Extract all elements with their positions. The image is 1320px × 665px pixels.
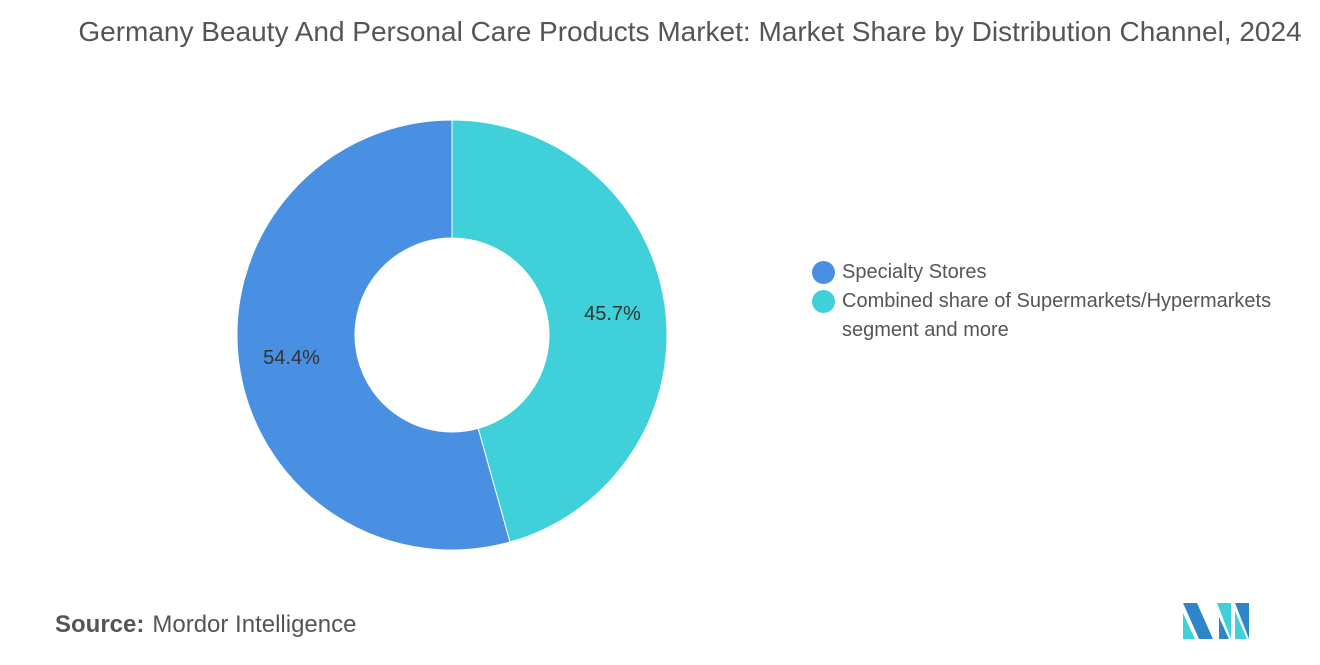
legend-marker	[812, 261, 835, 284]
data-label-1: 54.4%	[263, 347, 320, 369]
mordor-intelligence-logo	[1183, 603, 1249, 639]
source-label: Source:	[55, 611, 145, 638]
legend-item-supermarkets: Combined share of Supermarkets/Hypermark…	[812, 287, 1282, 345]
slice-0	[451, 119, 668, 543]
legend-label: Specialty Stores	[842, 261, 987, 283]
donut-chart: 45.7% 54.4%	[236, 119, 668, 551]
chart-title: Germany Beauty And Personal Care Product…	[78, 16, 1302, 47]
legend-label: Combined share of Supermarkets/Hypermark…	[842, 290, 1272, 341]
slice-1	[236, 119, 511, 551]
legend-marker	[812, 290, 835, 313]
legend-item-specialty-stores: Specialty Stores	[812, 258, 1282, 287]
legend: Specialty Stores Combined share of Super…	[812, 258, 1282, 345]
source-value: Mordor Intelligence	[152, 611, 357, 638]
data-label-0: 45.7%	[584, 303, 641, 325]
source-note: Source: Mordor Intelligence	[55, 611, 356, 639]
